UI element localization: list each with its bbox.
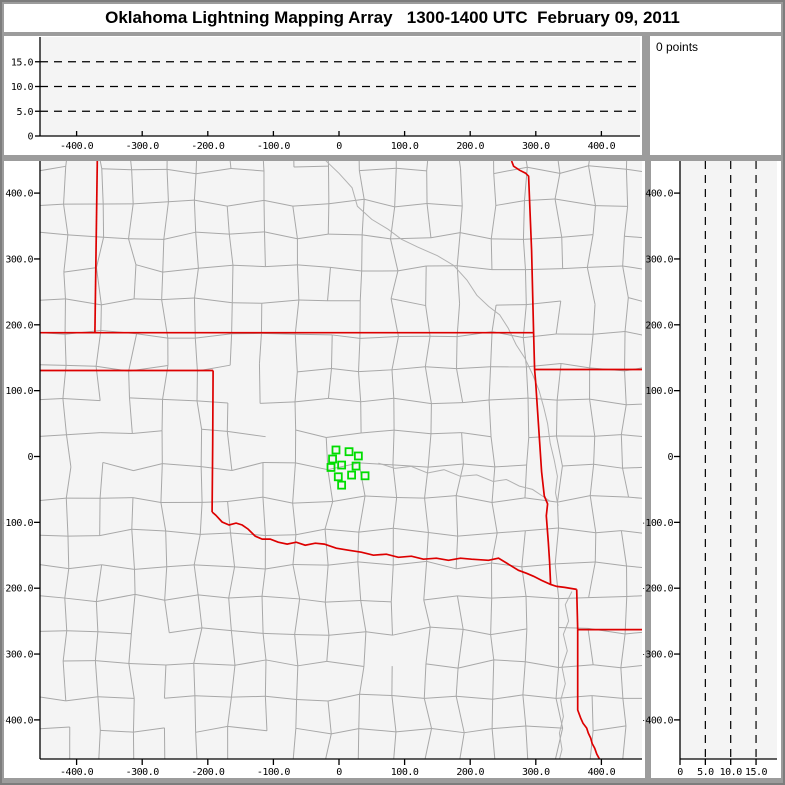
station-marker [331, 445, 341, 455]
alt-ns-plot-bg [680, 161, 777, 759]
river-line [325, 161, 559, 506]
axis-tick-label: 200.0 [456, 141, 484, 152]
axis-tick-label: -100.0 [4, 518, 33, 529]
points-count-label: 0 points [656, 40, 699, 54]
axis-tick-label: 0 [336, 141, 342, 152]
axis-tick-label: -400.0 [60, 767, 94, 778]
plan-view-map-panel[interactable]: -400.0 -300.0 -200.0 -100.0 0 100.0 200.0 300.0… [4, 161, 645, 778]
axis-tick-label: 200.0 [5, 320, 33, 331]
window-title: Oklahoma Lightning Mapping Array 1300-14… [4, 4, 781, 32]
points-count-panel: 0 points [650, 36, 781, 155]
station-marker [344, 447, 354, 457]
axis-tick-label: -300.0 [126, 141, 160, 152]
axis-tick-label: 300.0 [645, 254, 673, 265]
axis-tick-label: 10.0 [11, 82, 34, 93]
state-border-line [510, 161, 552, 585]
axis-tick-label: 5.0 [697, 767, 714, 778]
map-layers [40, 161, 642, 759]
axis-tick-label: -200.0 [4, 584, 33, 595]
station-marker [333, 472, 343, 482]
axis-tick-label: 400.0 [588, 141, 616, 152]
station-marker [328, 454, 337, 464]
axis-tick-label: 300.0 [5, 254, 33, 265]
axis-tick-label: 100.0 [645, 386, 673, 397]
axis-tick-label: -400.0 [643, 715, 673, 726]
state-border-line [211, 511, 577, 591]
axis-tick-label: -300.0 [126, 767, 160, 778]
axis-tick-label: -400.0 [4, 715, 33, 726]
station-marker [353, 451, 363, 461]
station-marker [360, 471, 370, 481]
state-border-line [211, 370, 214, 513]
river-line [378, 462, 551, 502]
state-border-line [94, 161, 99, 333]
axis-tick-label: 5.0 [16, 107, 33, 118]
plan-view-map-plot[interactable]: -400.0 -300.0 -200.0 -100.0 0 100.0 200.0 300.0… [4, 161, 645, 778]
axis-tick-label: 400.0 [588, 767, 616, 778]
altitude-ns-plot[interactable]: -400.0 -300.0 -200.0 -100.0 0 100.0 200.0 300.0… [643, 161, 781, 778]
axis-tick-label: 200.0 [456, 767, 484, 778]
axis-tick-label: -300.0 [4, 650, 33, 661]
axis-tick-label: -100.0 [257, 141, 291, 152]
station-markers [326, 445, 370, 490]
state-border-line [575, 589, 579, 630]
axis-tick-label: -200.0 [191, 767, 225, 778]
axis-tick-label: -300.0 [643, 650, 673, 661]
altitude-ns-panel[interactable]: -400.0 -300.0 -200.0 -100.0 0 100.0 200.0 300.0… [643, 161, 781, 778]
axis-tick-label: -200.0 [191, 141, 225, 152]
state-border-line [576, 629, 601, 759]
axis-tick-label: 0 [27, 452, 33, 463]
station-marker [337, 460, 347, 470]
axis-tick-label: 0 [677, 767, 683, 778]
station-marker [326, 463, 336, 472]
station-marker [351, 461, 361, 471]
altitude-ew-panel[interactable]: 0 5.0 10.0 15.0 -400.0 -300.0 -200.0 -100.0 0 100… [4, 36, 642, 155]
axis-tick-label: -100.0 [257, 767, 291, 778]
axis-tick-label: 400.0 [645, 189, 673, 200]
axis-tick-label: 0 [27, 132, 33, 143]
river-line [558, 591, 573, 759]
axis-tick-label: 400.0 [5, 189, 33, 200]
map-plot-bg [40, 161, 642, 759]
axis-tick-label: 100.0 [391, 141, 419, 152]
axis-tick-label: 100.0 [5, 386, 33, 397]
station-marker [347, 470, 356, 480]
axis-tick-label: 0 [336, 767, 342, 778]
axis-tick-label: -100.0 [643, 518, 673, 529]
axis-tick-label: 10.0 [720, 767, 743, 778]
station-marker [337, 480, 347, 490]
axis-tick-label: -200.0 [643, 584, 673, 595]
altitude-ew-plot[interactable]: 0 5.0 10.0 15.0 -400.0 -300.0 -200.0 -100.0 0 100… [4, 36, 642, 155]
axis-tick-label: 300.0 [522, 141, 550, 152]
axis-tick-label: 200.0 [645, 320, 673, 331]
axis-tick-label: 15.0 [745, 767, 768, 778]
axis-tick-label: -400.0 [60, 141, 94, 152]
axis-tick-label: 300.0 [522, 767, 550, 778]
county-lines [40, 161, 642, 759]
axis-tick-label: 0 [667, 452, 673, 463]
axis-tick-label: 100.0 [391, 767, 419, 778]
axis-tick-label: 15.0 [11, 57, 34, 68]
